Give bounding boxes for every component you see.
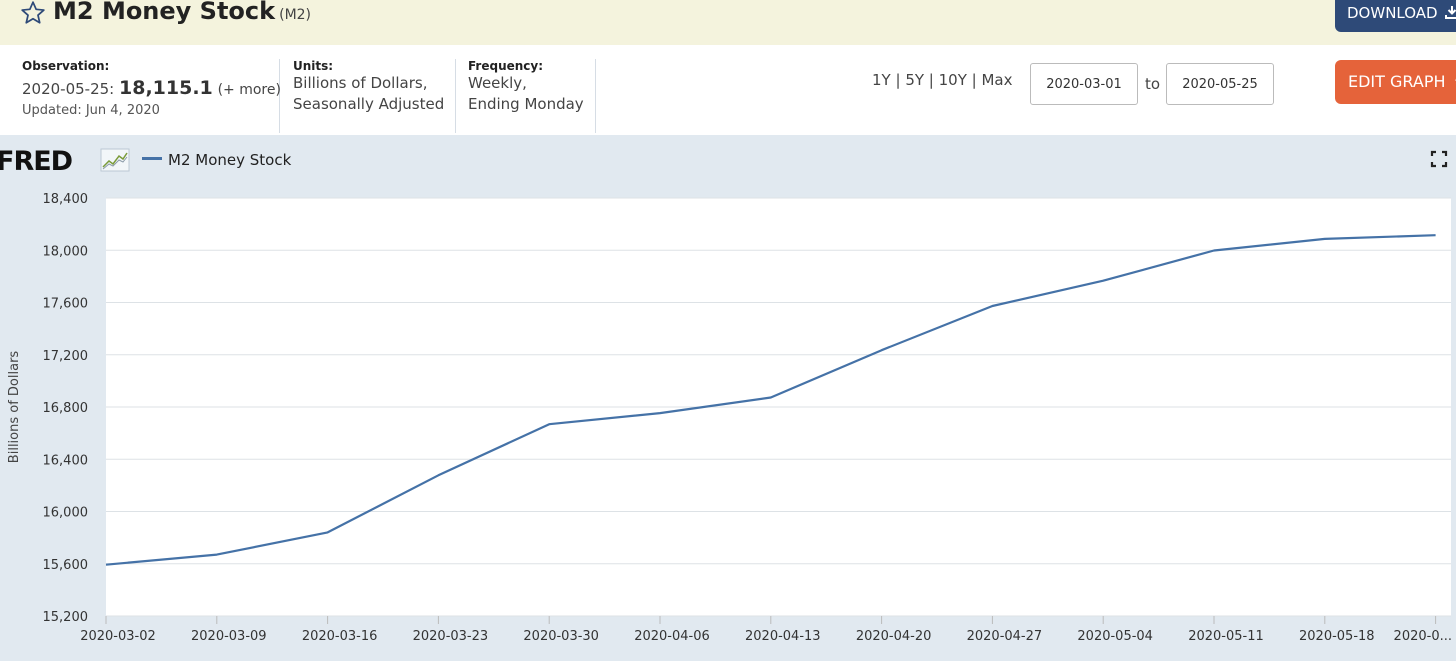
- x-tick-label: 2020-05-04: [1077, 629, 1153, 644]
- x-tick-label: 2020-03-23: [413, 629, 489, 644]
- download-button[interactable]: DOWNLOAD: [1335, 0, 1456, 32]
- y-axis-ticks: 15,200 15,600 16,000 16,400 16,800 17,200 17,6…: [43, 192, 89, 625]
- y-tick-label: 18,400: [43, 192, 89, 207]
- frequency-line-1: Weekly,: [468, 74, 527, 92]
- updated-date: Updated: Jun 4, 2020: [22, 103, 160, 118]
- frequency-block: Frequency: Weekly, Ending Monday: [468, 59, 596, 133]
- x-tick-label: 2020-03-09: [191, 629, 267, 644]
- range-links: 1Y | 5Y | 10Y | Max: [872, 71, 1013, 89]
- end-date-input[interactable]: [1166, 63, 1274, 105]
- y-tick-label: 15,600: [43, 558, 89, 573]
- x-tick-label: 2020-03-30: [523, 629, 599, 644]
- x-tick-label: 2020-05-11: [1188, 629, 1264, 644]
- observation-line: 2020-05-25: 18,115.1 (+ more): [22, 77, 281, 99]
- y-tick-label: 18,000: [43, 244, 89, 259]
- range-1y-link[interactable]: 1Y: [872, 71, 891, 89]
- line-chart: 15,200 15,600 16,000 16,400 16,800 17,200 17,6…: [7, 192, 1452, 644]
- download-label: DOWNLOAD: [1347, 4, 1438, 22]
- series-line-m2-money-stock[interactable]: [105, 234, 1436, 566]
- series-id: (M2): [279, 7, 312, 23]
- x-tick-label: 2020-0...: [1394, 629, 1452, 644]
- edit-graph-label: EDIT GRAPH: [1348, 72, 1446, 91]
- x-tick-label: 2020-04-06: [634, 629, 710, 644]
- y-tick-label: 17,200: [43, 349, 89, 364]
- observation-more-link[interactable]: (+ more): [217, 82, 281, 98]
- units-line-2: Seasonally Adjusted: [293, 95, 445, 113]
- star-icon[interactable]: [20, 0, 46, 26]
- range-5y-link[interactable]: 5Y: [905, 71, 925, 89]
- observation-block: Observation: 2020-05-25: 18,115.1 (+ mor…: [22, 59, 281, 133]
- start-date-input[interactable]: [1030, 63, 1138, 105]
- x-tick-label: 2020-05-18: [1299, 629, 1375, 644]
- observation-label: Observation:: [22, 59, 110, 73]
- x-tick-label: 2020-03-02: [80, 629, 156, 644]
- metadata-row: Observation: 2020-05-25: 18,115.1 (+ mor…: [0, 45, 1456, 135]
- download-icon: [1445, 6, 1456, 19]
- y-tick-label: 15,200: [43, 610, 89, 625]
- observation-date: 2020-05-25:: [22, 80, 115, 98]
- y-tick-label: 17,600: [43, 297, 89, 312]
- units-label: Units:: [293, 59, 334, 73]
- legend-label: M2 Money Stock: [168, 151, 292, 169]
- fred-logo: FRED: [0, 146, 73, 177]
- fred-logo-sparkline-icon: [100, 148, 130, 172]
- x-tick-label: 2020-03-16: [302, 629, 378, 644]
- x-tick-label: 2020-04-20: [856, 629, 932, 644]
- frequency-label: Frequency:: [468, 59, 544, 73]
- gridlines: [106, 197, 1451, 617]
- observation-value: 18,115.1: [119, 77, 213, 99]
- y-axis-title: Billions of Dollars: [7, 351, 22, 464]
- legend-swatch: [142, 157, 162, 160]
- y-tick-label: 16,800: [43, 401, 89, 416]
- x-tick-label: 2020-04-13: [745, 629, 821, 644]
- x-tick-label: 2020-04-27: [967, 629, 1043, 644]
- legend[interactable]: M2 Money Stock: [142, 151, 291, 169]
- range-10y-link[interactable]: 10Y: [938, 71, 967, 89]
- title-bar: M2 Money Stock (M2) DOWNLOAD: [0, 0, 1456, 45]
- edit-graph-button[interactable]: EDIT GRAPH: [1335, 60, 1456, 104]
- x-axis-ticks: 2020-03-02 2020-03-09 2020-03-16 2020-03-23…: [80, 616, 1452, 644]
- frequency-line-2: Ending Monday: [468, 95, 584, 113]
- fullscreen-icon[interactable]: [1430, 150, 1448, 168]
- page-title: M2 Money Stock (M2): [53, 0, 311, 25]
- to-label: to: [1145, 75, 1161, 93]
- series-title: M2 Money Stock: [53, 0, 276, 25]
- units-line-1: Billions of Dollars,: [293, 74, 428, 92]
- range-max-link[interactable]: Max: [981, 71, 1013, 89]
- units-block: Units: Billions of Dollars, Seasonally A…: [293, 59, 456, 133]
- y-tick-label: 16,000: [43, 506, 89, 521]
- y-tick-label: 16,400: [43, 453, 89, 468]
